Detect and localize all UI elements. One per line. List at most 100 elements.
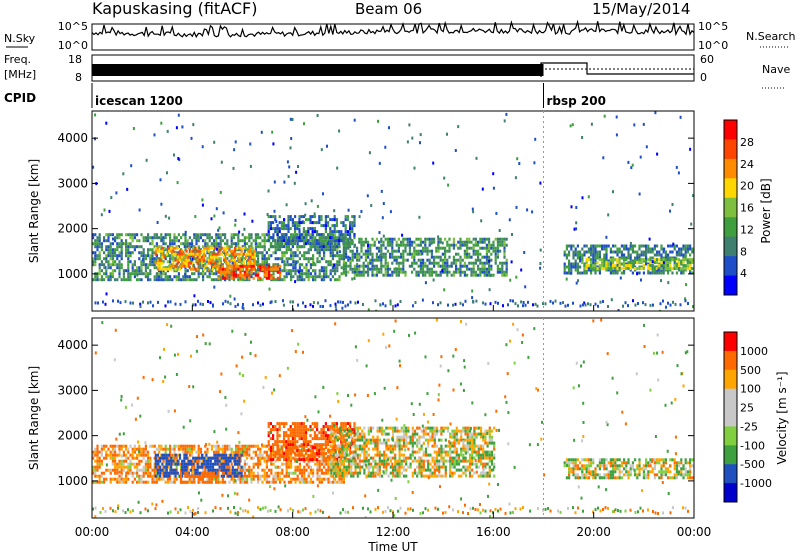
velocity-cell xyxy=(213,477,216,481)
velocity-cell xyxy=(221,444,224,448)
velocity-cell xyxy=(248,471,251,475)
power-cell xyxy=(457,270,460,274)
velocity-cell xyxy=(188,447,191,451)
power-cell xyxy=(303,233,306,237)
velocity-cell xyxy=(201,474,204,478)
velocity-cell xyxy=(169,447,172,451)
power-cell xyxy=(342,300,344,304)
power-cell xyxy=(131,236,134,240)
power-cell xyxy=(335,230,338,234)
power-cell xyxy=(454,149,457,152)
power-cell xyxy=(224,276,227,280)
power-cell xyxy=(173,153,175,157)
velocity-cell xyxy=(320,477,323,481)
power-cell xyxy=(484,302,487,306)
power-cell xyxy=(367,261,370,265)
power-cell xyxy=(371,237,374,241)
power-cell xyxy=(278,230,281,234)
power-cell xyxy=(362,240,365,244)
power-cell xyxy=(263,233,266,237)
power-cell xyxy=(583,267,586,271)
power-cell xyxy=(570,244,573,248)
power-cell xyxy=(563,265,566,269)
power-cell xyxy=(581,258,584,262)
power-cell xyxy=(118,236,121,240)
power-cell xyxy=(542,302,544,306)
power-cell xyxy=(620,256,623,260)
power-cell xyxy=(291,118,294,121)
power-cell xyxy=(307,278,310,282)
velocity-cell xyxy=(301,480,304,484)
power-cell xyxy=(209,255,212,259)
velocity-cell xyxy=(318,459,321,463)
power-cell xyxy=(98,257,101,261)
power-cell xyxy=(249,249,252,253)
power-cell xyxy=(116,278,119,282)
power-cell xyxy=(289,117,292,121)
power-cell xyxy=(362,267,365,271)
velocity-cell xyxy=(193,447,196,451)
power-cell xyxy=(616,247,619,251)
power-cell xyxy=(677,264,681,268)
power-cell xyxy=(142,260,145,264)
velocity-cell xyxy=(228,480,231,484)
power-cell xyxy=(111,269,114,273)
power-cell xyxy=(263,263,266,267)
velocity-cell xyxy=(197,450,200,454)
power-cell xyxy=(672,300,674,304)
velocity-cell xyxy=(230,462,233,466)
power-cell xyxy=(276,239,279,243)
velocity-cell xyxy=(329,425,332,429)
power-cell xyxy=(114,278,117,282)
power-cell xyxy=(112,250,115,254)
velocity-cell xyxy=(263,474,266,478)
power-cell xyxy=(327,233,330,237)
power-cell xyxy=(338,263,341,267)
power-cell xyxy=(596,256,599,260)
power-cell xyxy=(568,262,571,266)
power-cell xyxy=(239,276,242,280)
velocity-cell xyxy=(149,471,152,475)
power-cell xyxy=(118,233,121,237)
velocity-cell xyxy=(254,453,257,457)
power-cell xyxy=(273,209,276,213)
power-cell xyxy=(191,257,194,261)
velocity-cell xyxy=(180,447,183,451)
power-cell xyxy=(169,236,172,240)
velocity-cell xyxy=(322,434,325,438)
power-cell xyxy=(474,258,477,262)
power-cell xyxy=(118,275,121,279)
power-cell xyxy=(598,264,601,268)
power-cell xyxy=(364,264,367,268)
nave-label: Nave xyxy=(762,63,790,76)
power-cell xyxy=(669,261,672,265)
power-cell xyxy=(310,199,313,203)
power-cell xyxy=(261,263,264,267)
power-cell xyxy=(94,301,97,305)
power-cell xyxy=(470,240,473,244)
power-cell xyxy=(479,270,482,274)
power-cell xyxy=(285,245,288,249)
power-cell xyxy=(496,252,499,256)
power-cell xyxy=(239,239,242,243)
power-cell xyxy=(92,278,95,282)
power-cell xyxy=(242,261,245,265)
power-cell xyxy=(331,224,334,228)
velocity-cell xyxy=(231,471,234,475)
power-cell xyxy=(127,275,130,279)
velocity-cell xyxy=(276,474,279,478)
velocity-cell xyxy=(274,480,277,484)
power-cell xyxy=(596,244,599,248)
power-cell xyxy=(389,255,392,259)
power-cell xyxy=(570,265,573,269)
power-cell xyxy=(298,221,301,225)
velocity-cell xyxy=(98,474,101,478)
power-cell xyxy=(533,161,536,165)
velocity-cell xyxy=(296,477,299,481)
velocity-cell xyxy=(324,443,327,447)
power-cell xyxy=(111,263,114,267)
power-cell xyxy=(127,278,130,282)
power-cell xyxy=(382,264,385,268)
power-cell xyxy=(647,262,650,266)
velocity-cell xyxy=(109,480,112,484)
